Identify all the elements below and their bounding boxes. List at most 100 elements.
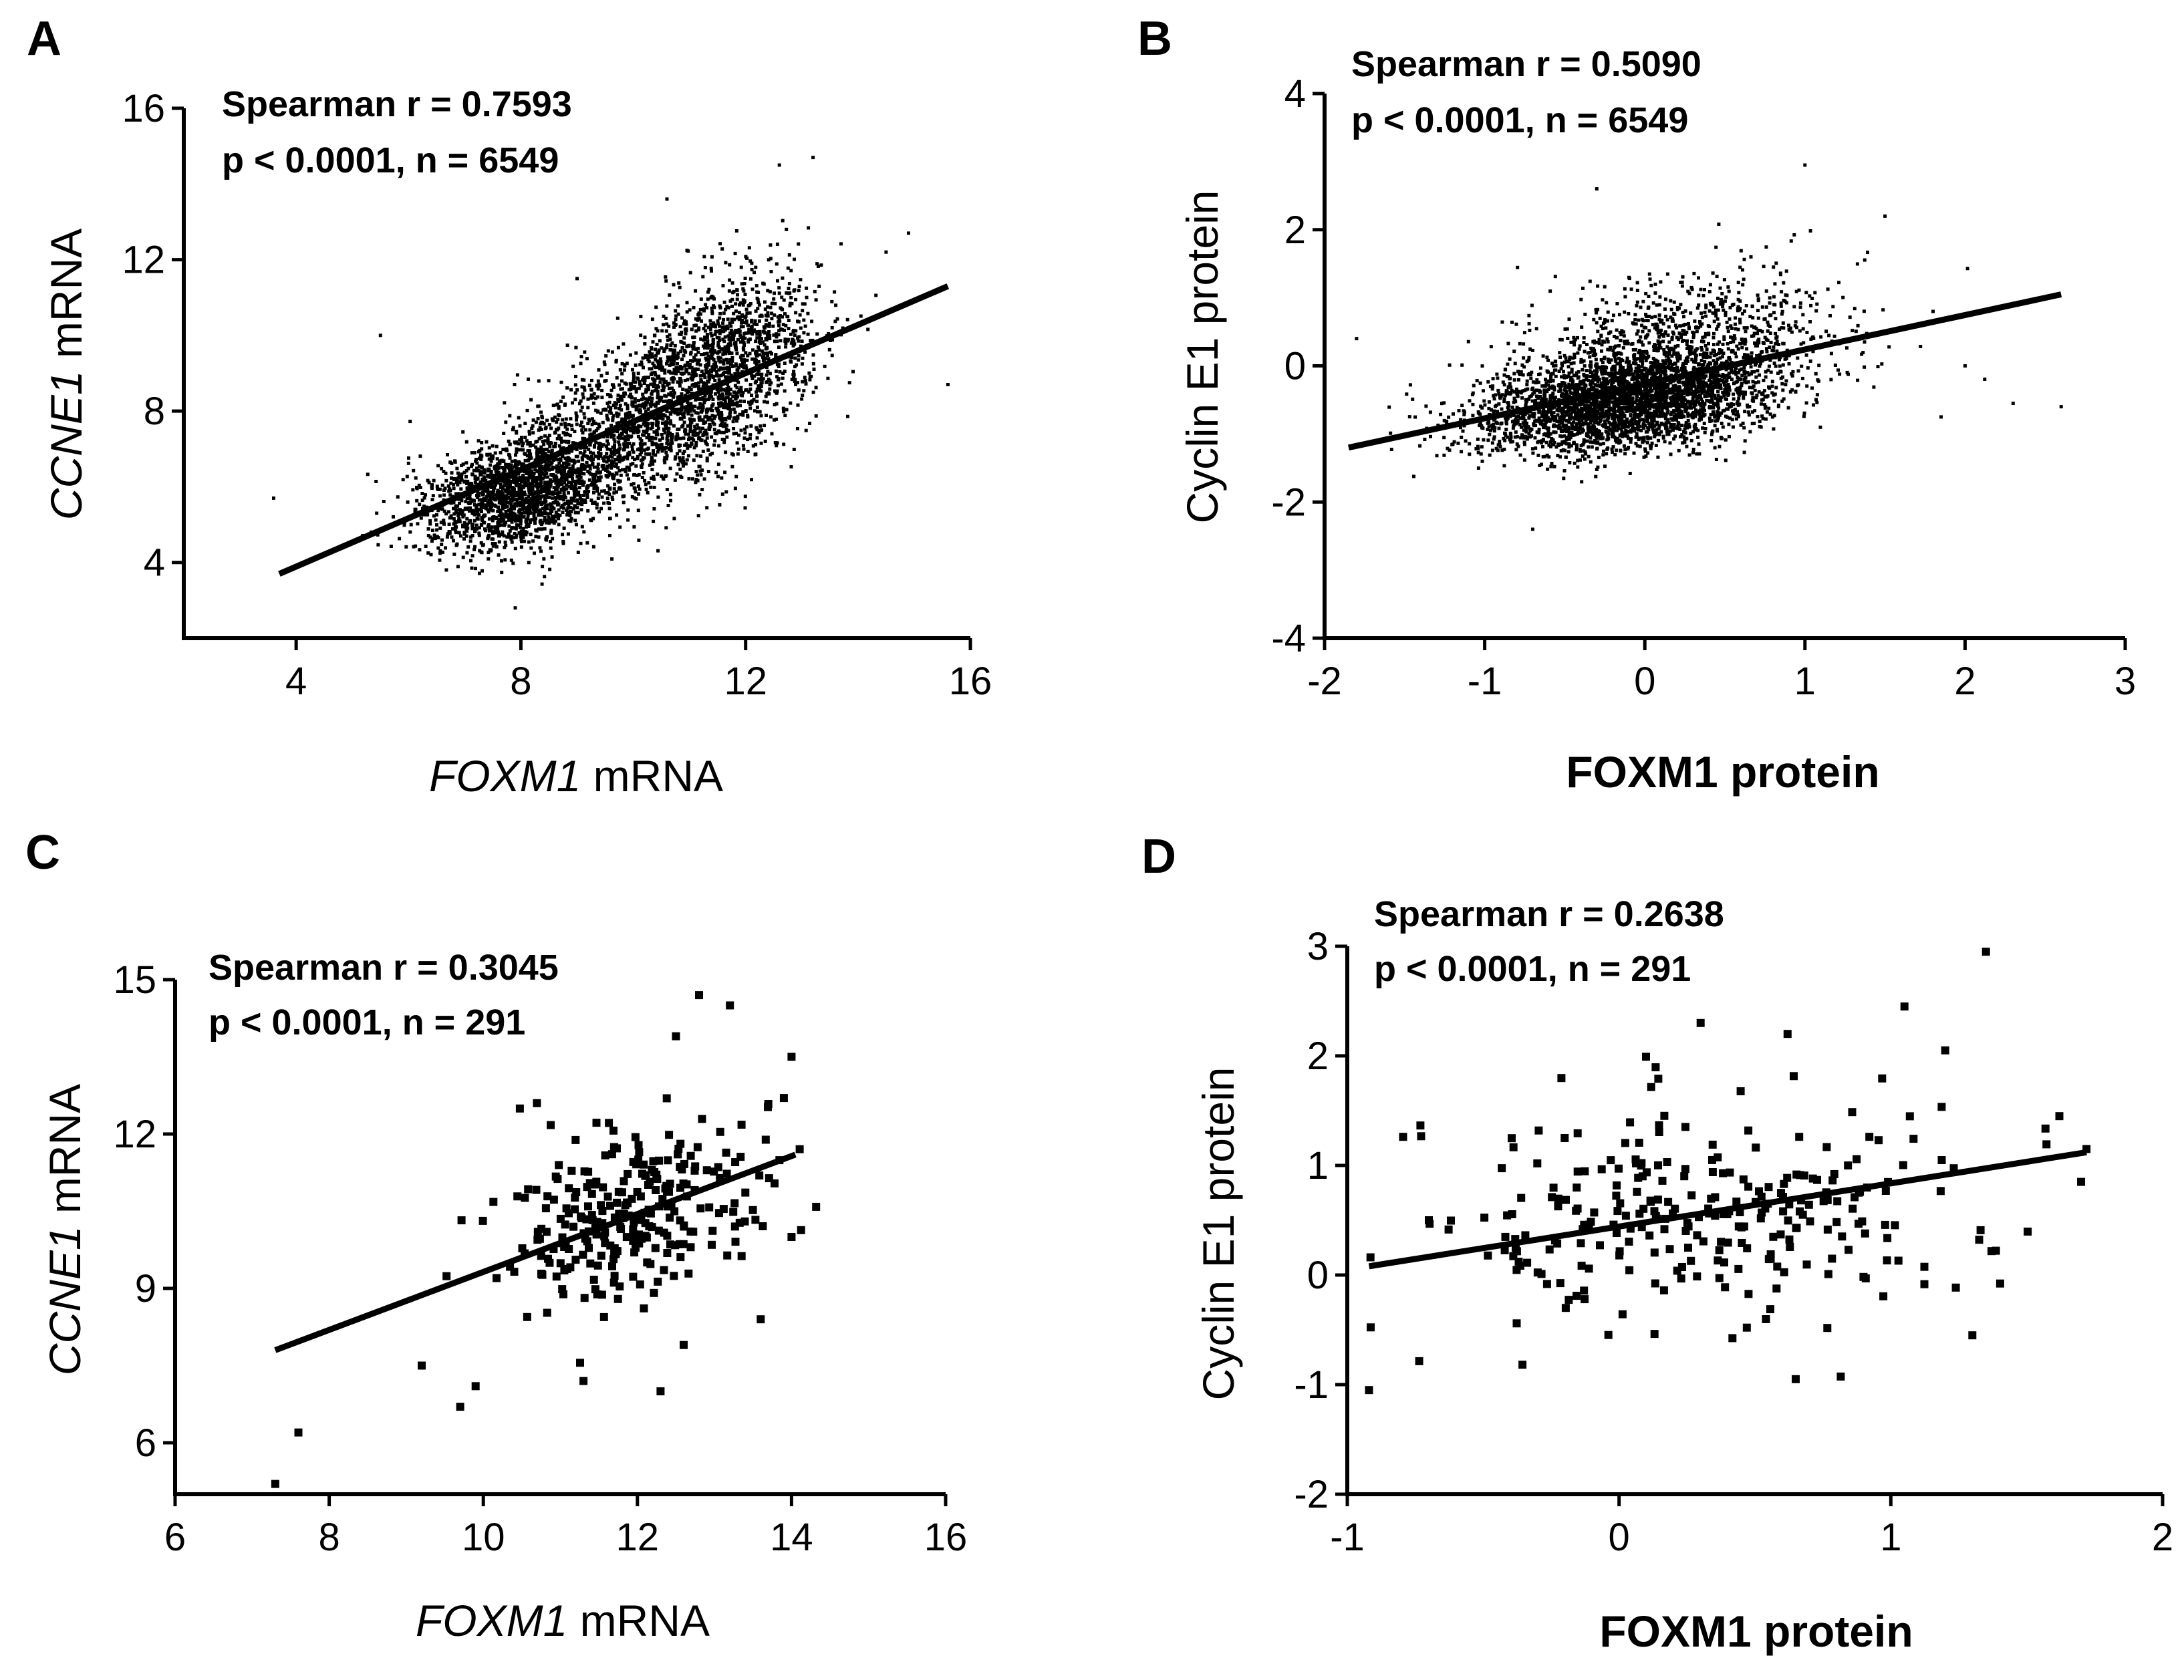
panel-a-point — [789, 332, 793, 336]
panel-a-point — [712, 323, 716, 327]
panel-a-point — [755, 353, 759, 357]
panel-b-point — [1480, 459, 1484, 463]
panel-a-point — [573, 489, 577, 493]
panel-a-point — [457, 508, 461, 512]
panel-a-point — [724, 490, 728, 494]
panel-a-point — [563, 439, 567, 443]
panel-a-point — [717, 336, 721, 340]
panel-a-point — [643, 335, 647, 339]
panel-a-point — [712, 350, 716, 354]
panel-a-point — [533, 517, 537, 521]
panel-a-point — [604, 444, 608, 448]
panel-a-point — [474, 459, 478, 463]
panel-a-point — [630, 482, 634, 486]
panel-a-point — [642, 376, 646, 380]
panel-a-point — [775, 391, 779, 395]
panel-a-point — [507, 478, 511, 482]
panel-a-point — [719, 404, 723, 408]
panel-a-point — [755, 296, 759, 300]
panel-b-point — [1616, 414, 1620, 418]
panel-a-point — [484, 497, 488, 501]
panel-a-point — [507, 513, 511, 517]
panel-a-point — [464, 500, 468, 504]
panel-a-point — [575, 414, 579, 418]
panel-a-point — [687, 372, 691, 376]
panel-a-point — [679, 416, 682, 420]
panel-b-point — [1636, 415, 1640, 419]
panel-a-point — [693, 433, 697, 437]
panel-b-point — [1624, 434, 1628, 438]
panel-a-point — [723, 400, 727, 404]
panel-a-point — [547, 468, 551, 472]
panel-a-point — [612, 487, 616, 491]
panel-a-point — [438, 549, 442, 553]
panel-a-point — [708, 327, 712, 331]
panel-a-point — [590, 422, 594, 426]
panel-a-point — [692, 305, 696, 309]
panel-a-point — [759, 341, 763, 345]
panel-a-point — [531, 431, 535, 435]
panel-a-point — [636, 404, 640, 408]
panel-b-point — [1721, 425, 1725, 429]
panel-a-point — [732, 317, 736, 321]
panel-a-point — [545, 492, 549, 496]
panel-a-point — [673, 371, 677, 375]
panel-a-point — [704, 329, 708, 333]
panel-a-point — [680, 316, 684, 320]
panel-a-point — [669, 343, 673, 347]
panel-a-point — [608, 448, 612, 452]
panel-a-point — [712, 321, 716, 325]
panel-a-point — [594, 480, 598, 483]
panel-a-point — [676, 312, 680, 316]
panel-a-point — [732, 311, 736, 315]
panel-a-point — [718, 424, 722, 428]
panel-a-point — [789, 401, 793, 405]
panel-a-point — [573, 485, 577, 489]
panel-a-point — [498, 509, 502, 513]
panel-a-y-tick-label: 16 — [122, 87, 165, 130]
panel-a-point — [539, 523, 543, 527]
panel-b-point — [1699, 366, 1703, 370]
panel-a-point — [396, 495, 400, 499]
panel-a-point — [784, 323, 788, 327]
panel-a-point — [487, 535, 491, 539]
panel-a-point — [698, 307, 702, 311]
panel-a-point — [768, 387, 772, 391]
panel-a-point — [644, 482, 648, 486]
panel-a-point — [545, 538, 548, 542]
panel-a-point — [613, 482, 617, 486]
panel-a-point — [677, 366, 680, 370]
panel-a-point — [560, 439, 564, 443]
panel-a-point — [559, 422, 563, 426]
panel-a-point — [577, 478, 581, 482]
panel-a-point — [663, 347, 667, 351]
panel-a-point — [601, 408, 605, 412]
panel-a-point — [727, 407, 731, 411]
panel-a-point — [596, 467, 600, 471]
panel-a-point — [624, 402, 628, 406]
panel-a-point — [489, 457, 493, 461]
panel-a-point — [662, 386, 665, 390]
panel-a-point — [572, 492, 576, 496]
panel-a-point — [626, 444, 629, 448]
panel-a-point — [523, 493, 527, 497]
panel-a-point — [656, 329, 660, 333]
panel-a-point — [640, 450, 644, 454]
panel-a-point — [684, 331, 688, 335]
panel-a-point — [507, 532, 511, 536]
panel-a-point — [687, 364, 691, 368]
panel-a-point — [551, 537, 555, 541]
panel-a-point — [422, 496, 426, 500]
panel-a-point — [696, 328, 700, 331]
panel-a-point — [781, 372, 785, 375]
panel-a-point — [703, 346, 706, 349]
panel-a-point — [654, 366, 658, 370]
panel-a-point — [577, 486, 581, 490]
panel-a-point — [662, 377, 666, 381]
panel-b-point — [1639, 428, 1643, 432]
panel-a-point — [720, 492, 724, 496]
panel-a-point — [739, 364, 742, 367]
panel-a-point — [528, 449, 531, 453]
panel-a-point — [748, 277, 753, 281]
